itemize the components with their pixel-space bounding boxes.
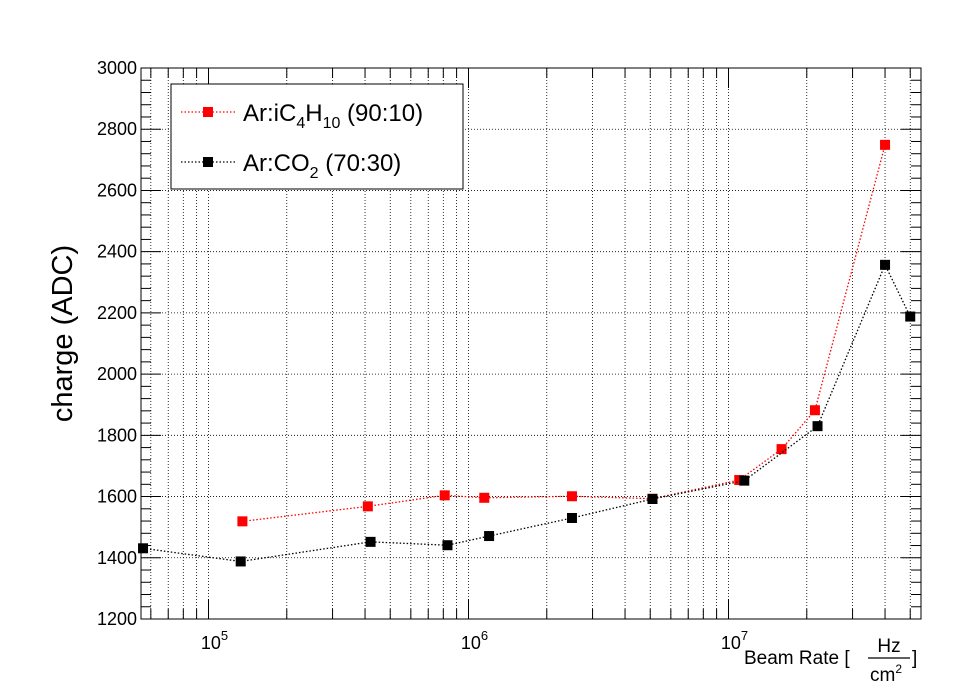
- data-point: [739, 475, 750, 486]
- legend-marker: [203, 157, 213, 167]
- data-point: [237, 516, 248, 527]
- data-point: [647, 494, 658, 505]
- data-point: [734, 475, 745, 486]
- y-tick-label: 1400: [97, 548, 137, 568]
- x-axis-title-suffix: ]: [912, 648, 917, 669]
- y-tick-label: 2200: [97, 303, 137, 323]
- y-tick-label: 2000: [97, 364, 137, 384]
- data-point: [362, 501, 373, 512]
- data-point: [479, 492, 490, 503]
- y-tick-label: 2400: [97, 242, 137, 262]
- data-point: [442, 540, 453, 551]
- data-point: [439, 490, 450, 501]
- axis-labels: charge (ADC) Beam Rate [ Hz cm2]: [47, 245, 917, 686]
- legend-entry: Ar:iC4H10 (90:10): [181, 100, 423, 132]
- series-line: [242, 144, 886, 522]
- x-axis-title-denominator: cm2: [870, 662, 902, 686]
- axis-ticks: 1200 1400 1600 1800 2000 2200 2400 2600 2800 3000…: [97, 58, 921, 653]
- x-axis-title-numerator: Hz: [877, 636, 900, 657]
- data-point: [905, 311, 916, 322]
- data-point: [566, 491, 577, 502]
- legend-marker: [203, 107, 213, 117]
- data-point: [566, 512, 577, 523]
- x-tick-label: 107: [721, 628, 748, 653]
- y-tick-label: 1800: [97, 425, 137, 445]
- grid-lines: [141, 68, 921, 619]
- legend-entry: Ar:CO2 (70:30): [181, 150, 401, 182]
- data-point: [776, 444, 787, 455]
- x-tick-label: 106: [461, 628, 488, 653]
- data-point: [484, 531, 495, 542]
- x-axis-title-prefix: Beam Rate [: [744, 648, 850, 669]
- y-tick-label: 3000: [97, 58, 137, 78]
- series-line: [142, 263, 911, 563]
- x-axis-title: Beam Rate [ Hz cm2]: [744, 636, 917, 686]
- data-series: [138, 139, 916, 567]
- data-point: [880, 139, 891, 150]
- y-tick-label: 1600: [97, 487, 137, 507]
- y-tick-label: 2600: [97, 180, 137, 200]
- y-tick-label: 1200: [97, 609, 137, 629]
- data-point: [880, 259, 891, 270]
- data-point: [138, 543, 149, 554]
- series-1: [138, 259, 916, 567]
- data-point: [365, 536, 376, 547]
- data-point: [235, 556, 246, 567]
- x-tick-label: 105: [201, 628, 228, 653]
- data-point: [809, 405, 820, 416]
- legend: Ar:iC4H10 (90:10) Ar:CO2 (70:30): [170, 83, 464, 190]
- data-point: [812, 421, 823, 432]
- y-axis-title: charge (ADC): [47, 245, 79, 422]
- plot-frame: [140, 67, 922, 620]
- series-0: [237, 139, 891, 527]
- legend-label: Ar:CO2 (70:30): [243, 150, 401, 182]
- legend-box: [170, 83, 464, 190]
- y-tick-label: 2800: [97, 119, 137, 139]
- legend-label: Ar:iC4H10 (90:10): [243, 100, 423, 132]
